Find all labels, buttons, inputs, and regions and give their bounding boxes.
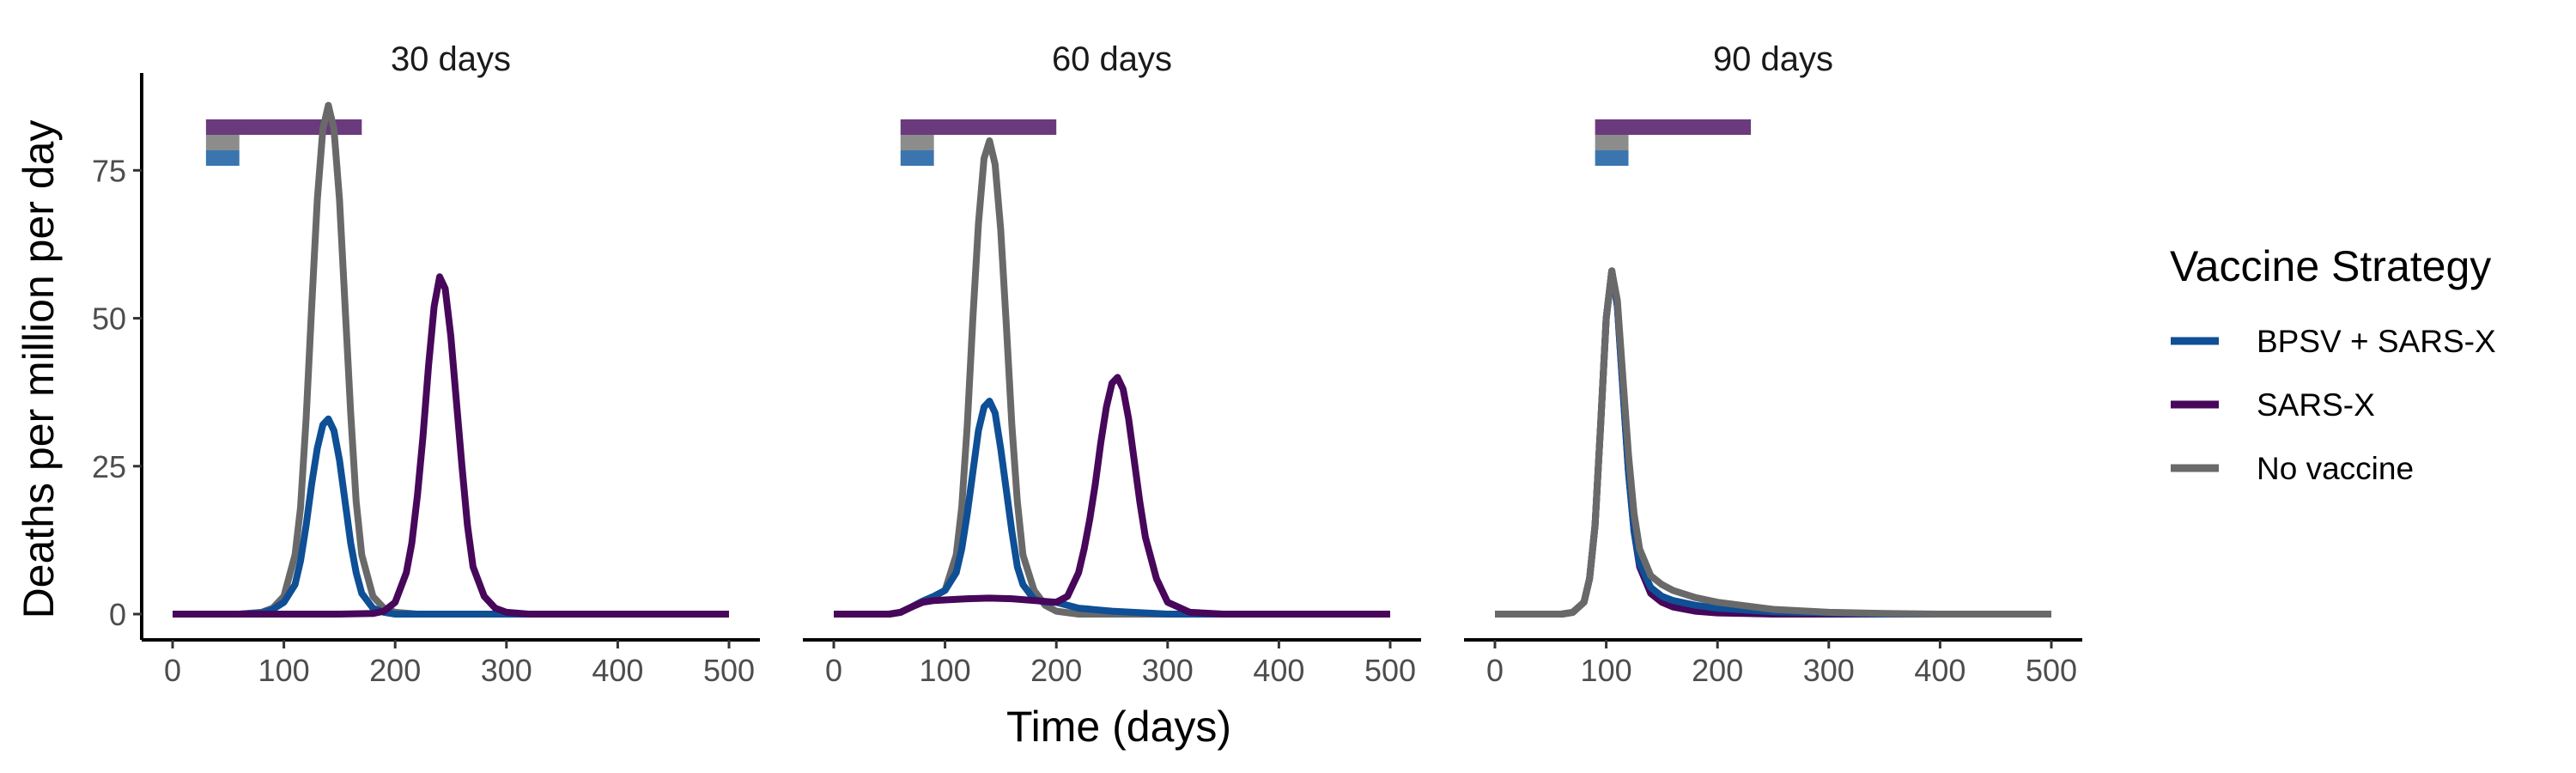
series-line-bpsv [1495, 267, 2051, 618]
legend-label: SARS-X [2257, 387, 2375, 423]
series-line-bpsv [173, 415, 729, 618]
series-line-sarsx [834, 374, 1390, 618]
legend-entry-sarsx: SARS-X [2171, 387, 2375, 423]
x-tick-label: 100 [258, 653, 310, 688]
x-tick-label: 500 [703, 653, 755, 688]
timing-bar-sarsx [1595, 119, 1752, 135]
timing-bar-bpsv [1595, 150, 1629, 166]
legend-label: BPSV + SARS-X [2257, 324, 2496, 359]
x-tick-label: 0 [1486, 653, 1504, 688]
panel-3: 90 days 0 100 200 300 400 500 [1464, 40, 2082, 688]
x-tick-label: 200 [369, 653, 421, 688]
x-tick-label: 400 [1914, 653, 1965, 688]
x-tick-label: 200 [1692, 653, 1743, 688]
x-tick-label: 400 [592, 653, 643, 688]
panel-1: 30 days 0 100 200 300 400 500 0 25 50 75 [92, 40, 760, 688]
legend-entry-bpsv: BPSV + SARS-X [2171, 324, 2496, 359]
y-axis-title: Deaths per million per day [15, 120, 63, 619]
timing-bar-sarsx [205, 119, 362, 135]
timing-bar-novax [205, 135, 240, 150]
timing-bar-bpsv [900, 150, 934, 166]
timing-bar-novax [900, 135, 934, 150]
chart-panels: 30 days 0 100 200 300 400 500 0 25 50 75 60 days 0 10… [92, 40, 2082, 688]
x-tick-label: 200 [1030, 653, 1082, 688]
series-line-novax [834, 137, 1390, 618]
y-tick-label: 25 [92, 449, 126, 484]
legend-title: Vaccine Strategy [2170, 242, 2491, 290]
x-tick-label: 0 [164, 653, 181, 688]
timing-bar-sarsx [900, 119, 1057, 135]
timing-bar-novax [1595, 135, 1629, 150]
panel-title: 90 days [1713, 40, 1833, 78]
x-tick-label: 500 [1364, 653, 1416, 688]
x-tick-label: 400 [1253, 653, 1304, 688]
y-tick-label: 75 [92, 153, 126, 188]
legend-entry-novax: No vaccine [2171, 451, 2414, 486]
legend: Vaccine Strategy BPSV + SARS-X SARS-X No v… [2170, 242, 2496, 486]
x-tick-label: 100 [920, 653, 971, 688]
series-line-sarsx [1495, 267, 2051, 618]
series-line-novax [1495, 267, 2051, 618]
y-tick-label: 0 [109, 597, 126, 632]
y-tick-label: 50 [92, 301, 126, 337]
x-tick-label: 500 [2026, 653, 2077, 688]
panel-title: 30 days [391, 40, 511, 78]
x-tick-label: 300 [1803, 653, 1855, 688]
series-line-sarsx [173, 273, 729, 618]
series-line-bpsv [834, 398, 1390, 618]
panel-2: 60 days 0 100 200 300 400 500 [803, 40, 1421, 688]
x-tick-label: 300 [1142, 653, 1194, 688]
x-tick-label: 300 [481, 653, 532, 688]
panel-title: 60 days [1052, 40, 1172, 78]
legend-entries: BPSV + SARS-X SARS-X No vaccine [2171, 324, 2496, 486]
x-tick-label: 0 [825, 653, 842, 688]
timing-bar-bpsv [205, 150, 240, 166]
x-tick-label: 100 [1581, 653, 1632, 688]
legend-label: No vaccine [2257, 451, 2414, 486]
x-axis-title: Time (days) [1006, 703, 1231, 751]
